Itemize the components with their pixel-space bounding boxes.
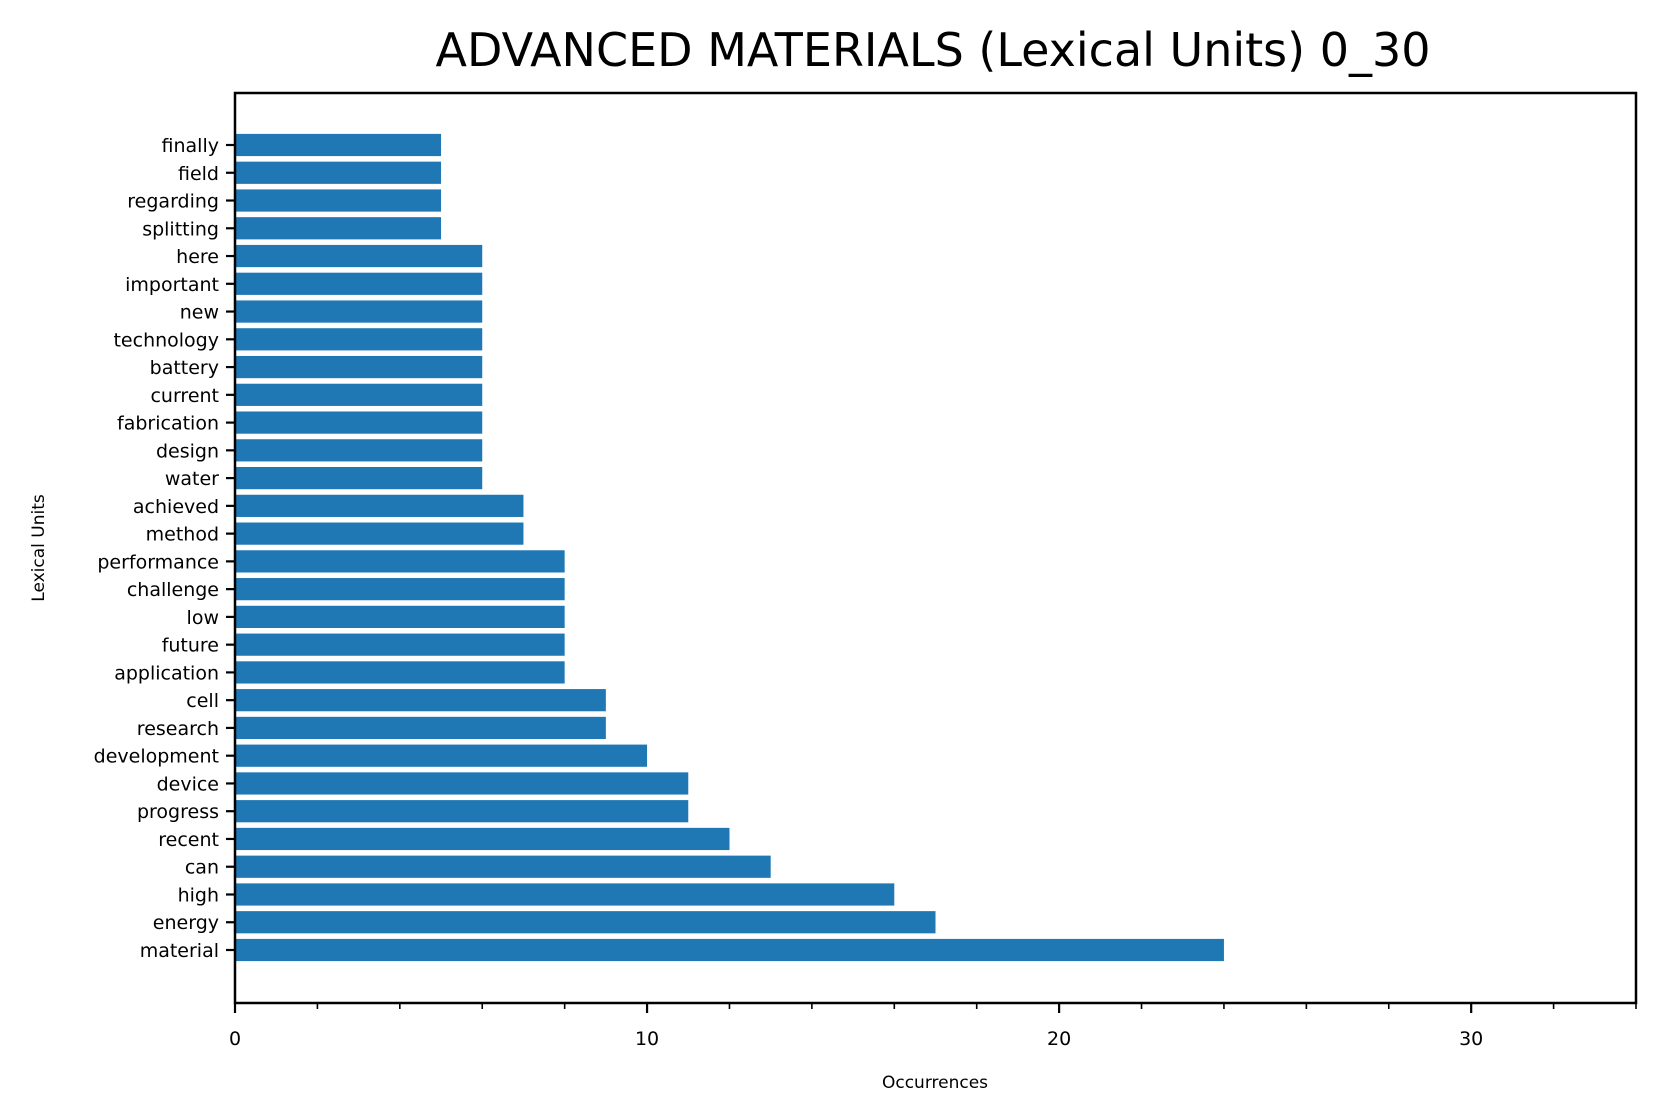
bar-field	[235, 161, 442, 184]
y-tick-label: device	[157, 773, 219, 795]
bar-development	[235, 744, 648, 767]
chart-title: ADVANCED MATERIALS (Lexical Units) 0_30	[435, 23, 1430, 77]
y-tick-label: application	[114, 662, 219, 684]
y-tick-label: current	[150, 385, 219, 407]
bar-fabrication	[235, 411, 483, 434]
y-tick-label: performance	[97, 551, 219, 573]
y-tick-label: design	[156, 440, 219, 462]
bar-can	[235, 855, 771, 878]
bar-performance	[235, 550, 565, 573]
bar-current	[235, 383, 483, 406]
y-tick-label: energy	[153, 912, 219, 934]
x-tick-label: 10	[635, 1028, 659, 1050]
x-axis-ticks: 0 10 20 30	[229, 1003, 1637, 1050]
x-axis-label: Occurrences	[882, 1073, 988, 1093]
bar-battery	[235, 355, 483, 379]
y-axis-label: Lexical Units	[29, 494, 49, 602]
bar-splitting	[235, 217, 442, 240]
bar-high	[235, 883, 895, 906]
bars-group	[235, 133, 1224, 962]
plot-frame	[233, 91, 1638, 1005]
bar-technology	[235, 328, 483, 351]
y-tick-label: field	[178, 163, 219, 185]
y-tick-label: progress	[137, 801, 219, 823]
bar-future	[235, 633, 565, 656]
y-tick-label: achieved	[133, 496, 219, 518]
y-tick-label: can	[185, 857, 219, 879]
bar-achieved	[235, 494, 524, 517]
bar-recent	[235, 827, 730, 851]
y-tick-label: splitting	[142, 218, 219, 240]
y-tick-label: method	[146, 524, 219, 546]
y-tick-label: future	[162, 635, 219, 657]
y-tick-label: finally	[162, 135, 219, 157]
y-axis-ticks: material energy high can recent progress devic…	[94, 135, 235, 962]
y-tick-label: regarding	[127, 191, 219, 213]
y-tick-label: here	[176, 246, 219, 268]
y-tick-label: development	[94, 746, 219, 768]
bar-regarding	[235, 189, 442, 212]
x-tick-label: 0	[229, 1028, 241, 1050]
y-tick-label: new	[180, 302, 219, 324]
x-tick-label: 20	[1047, 1028, 1071, 1050]
bar-material	[235, 938, 1224, 962]
bar-research	[235, 716, 606, 740]
bar-method	[235, 522, 524, 545]
bar-low	[235, 605, 565, 628]
bar-progress	[235, 800, 689, 823]
bar-water	[235, 467, 483, 490]
y-tick-label: water	[165, 468, 219, 490]
y-tick-label: technology	[113, 329, 219, 351]
bar-challenge	[235, 578, 565, 601]
bar-new	[235, 300, 483, 323]
bar-energy	[235, 911, 936, 934]
bar-device	[235, 772, 689, 795]
y-tick-label: battery	[150, 357, 219, 379]
bar-finally	[235, 133, 442, 157]
y-tick-label: cell	[186, 690, 219, 712]
y-tick-label: recent	[158, 829, 219, 851]
y-tick-label: material	[140, 940, 219, 962]
y-tick-label: challenge	[127, 579, 219, 601]
y-tick-label: important	[125, 274, 219, 296]
bar-application	[235, 661, 565, 684]
y-tick-label: low	[187, 607, 219, 629]
y-tick-label: high	[178, 884, 219, 906]
x-tick-label: 30	[1459, 1028, 1483, 1050]
y-tick-label: fabrication	[117, 413, 219, 435]
bar-here	[235, 244, 483, 268]
bar-design	[235, 439, 483, 462]
bar-important	[235, 272, 483, 295]
y-tick-label: research	[137, 718, 219, 740]
bar-cell	[235, 689, 606, 712]
